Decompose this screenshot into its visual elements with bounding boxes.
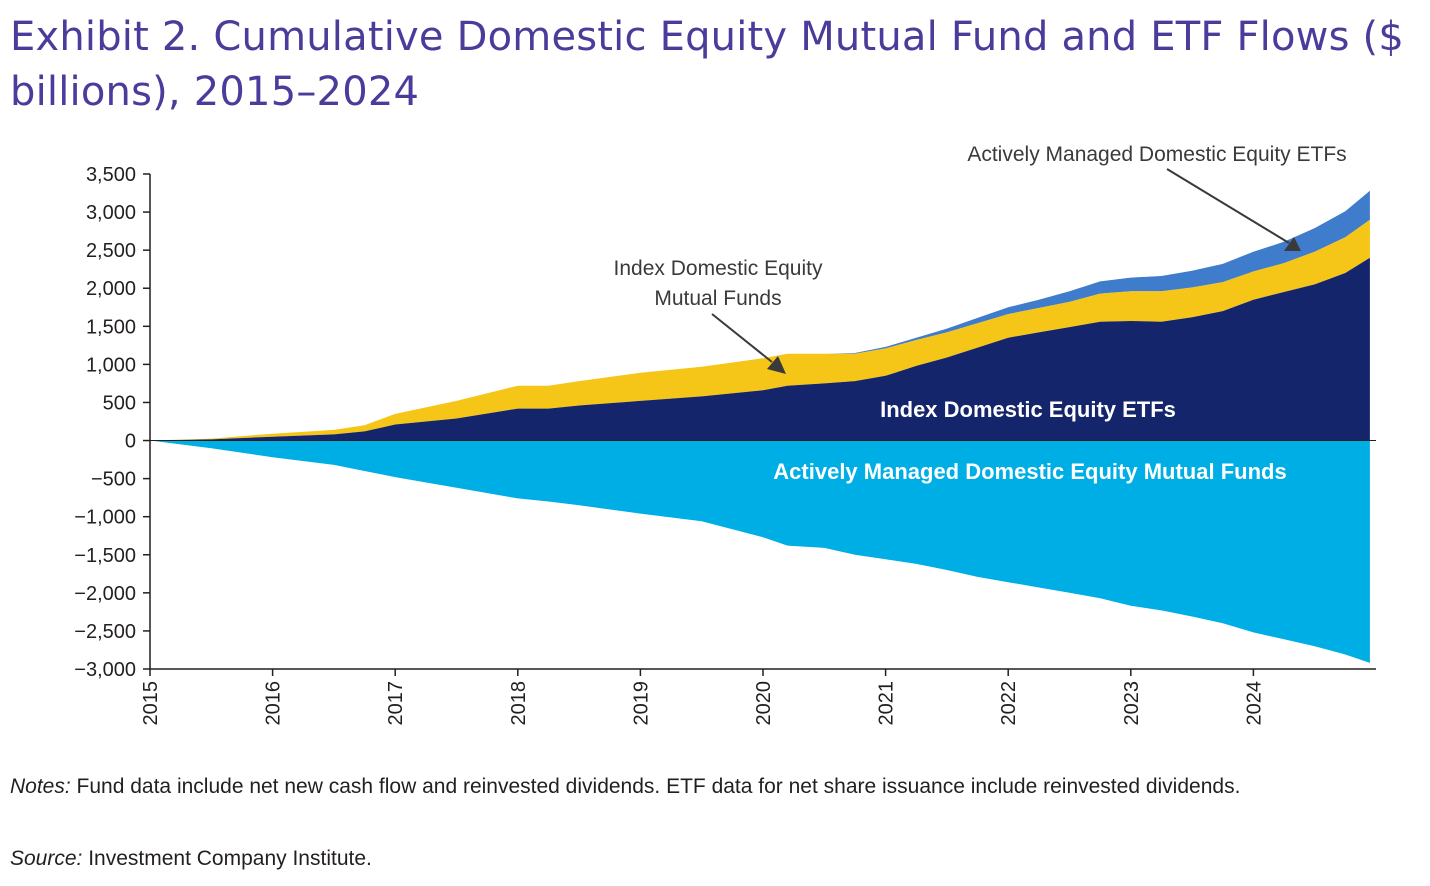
annotation-active-etfs-arrowhead xyxy=(1284,237,1301,251)
source-text: Investment Company Institute. xyxy=(82,847,372,870)
label-index-etfs: Index Domestic Equity ETFs xyxy=(880,397,1176,422)
source-lead: Source: xyxy=(10,847,83,870)
y-tick-label: 1,500 xyxy=(86,316,136,338)
x-tick-label: 2023 xyxy=(1121,681,1143,726)
chart-annotations: Actively Managed Domestic Equity ETFs Ind… xyxy=(614,143,1347,484)
y-tick-label: 0 xyxy=(125,431,136,453)
x-tick-label: 2024 xyxy=(1243,681,1265,726)
chart-source: Source: Investment Company Institute. xyxy=(10,844,1410,874)
y-tick-label: −3,000 xyxy=(74,659,136,681)
notes-lead: Notes: xyxy=(10,775,71,798)
x-tick-label: 2017 xyxy=(385,681,407,726)
area-chart: 3,500 3,000 2,500 2,000 1,500 1,000 500 0 −500 −1… xyxy=(74,143,1376,726)
chart-notes: Notes: Fund data include net new cash fl… xyxy=(10,772,1410,802)
annotation-index-mf-line1: Index Domestic Equity xyxy=(614,257,823,280)
annotation-index-mf-arrowhead xyxy=(767,356,786,374)
y-tick-label: −2,000 xyxy=(74,583,136,605)
x-tick-label: 2021 xyxy=(876,681,898,726)
y-tick-label: 3,000 xyxy=(86,202,136,224)
x-tick-label: 2022 xyxy=(998,681,1020,726)
x-tick-label: 2020 xyxy=(753,681,775,726)
y-tick-label: 2,000 xyxy=(86,278,136,300)
y-tick-label: 500 xyxy=(103,392,136,414)
x-tick-label: 2016 xyxy=(263,681,285,726)
y-tick-label: −1,500 xyxy=(74,545,136,567)
x-tick-label: 2018 xyxy=(508,681,530,726)
annotation-active-etfs-arrow-line xyxy=(1166,168,1290,244)
chart-axes: 3,500 3,000 2,500 2,000 1,500 1,000 500 0 −500 −1… xyxy=(74,164,1376,726)
annotation-active-etfs: Actively Managed Domestic Equity ETFs xyxy=(967,143,1346,166)
x-tick-label: 2015 xyxy=(140,681,162,726)
annotation-index-mf-line2: Mutual Funds xyxy=(654,287,781,310)
series-area-index-etfs xyxy=(150,257,1370,441)
annotation-index-mf-arrow-line xyxy=(711,313,773,363)
chart-areas xyxy=(150,190,1370,663)
y-tick-label: 1,000 xyxy=(86,354,136,376)
chart-title: Exhibit 2. Cumulative Domestic Equity Mu… xyxy=(10,14,1404,115)
y-tick-label: 3,500 xyxy=(86,164,136,186)
notes-text: Fund data include net new cash flow and … xyxy=(70,775,1241,798)
y-tick-label: 2,500 xyxy=(86,240,136,262)
y-tick-label: −2,500 xyxy=(74,621,136,643)
label-active-mutual-funds: Actively Managed Domestic Equity Mutual … xyxy=(773,459,1286,484)
y-tick-label: −1,000 xyxy=(74,507,136,529)
series-area-active-mutual-funds xyxy=(150,440,1370,663)
x-tick-label: 2019 xyxy=(630,681,652,726)
y-tick-label: −500 xyxy=(91,469,136,491)
